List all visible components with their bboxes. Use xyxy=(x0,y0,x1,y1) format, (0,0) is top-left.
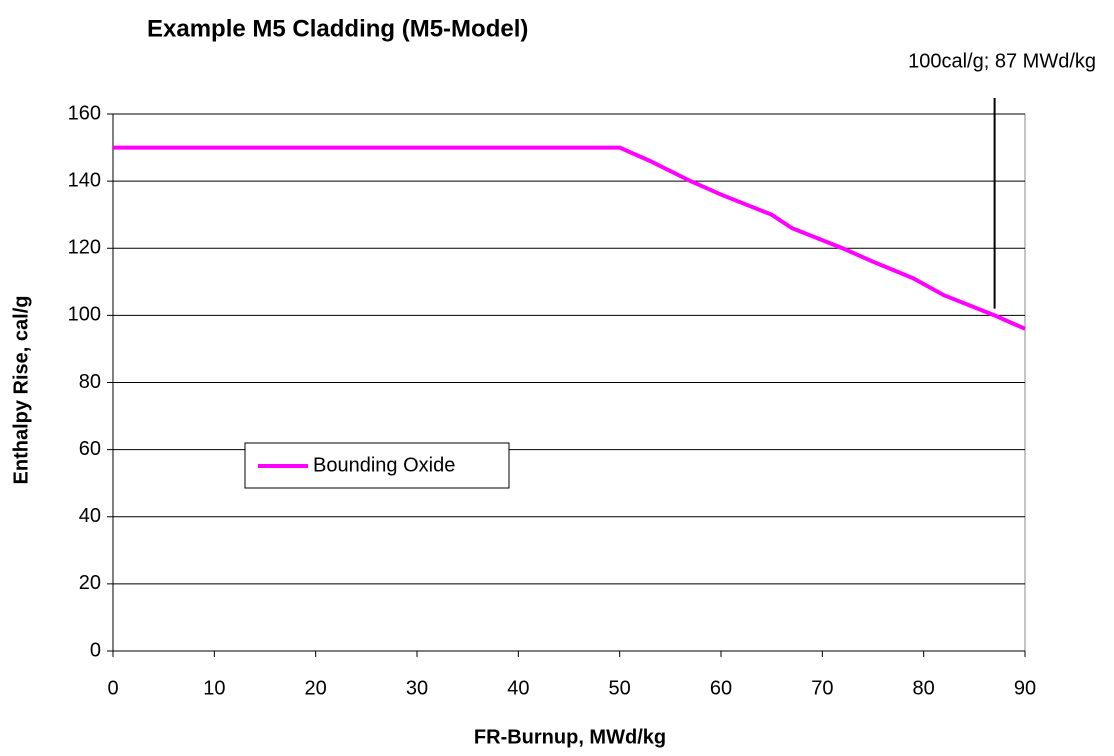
y-tick-label: 160 xyxy=(68,102,101,124)
x-tick-label: 30 xyxy=(406,677,428,699)
x-tick-label: 70 xyxy=(811,677,833,699)
y-tick-label: 140 xyxy=(68,169,101,191)
y-tick-label: 120 xyxy=(68,237,101,259)
x-tick-label: 10 xyxy=(203,677,225,699)
x-tick-label: 20 xyxy=(305,677,327,699)
y-tick-label: 100 xyxy=(68,304,101,326)
x-tick-label: 90 xyxy=(1014,677,1036,699)
x-tick-label: 50 xyxy=(609,677,631,699)
y-tick-label: 0 xyxy=(90,639,101,661)
x-tick-label: 80 xyxy=(913,677,935,699)
annotation-text: 100cal/g; 87 MWd/kg xyxy=(908,50,1096,72)
x-tick-label: 0 xyxy=(107,677,118,699)
x-tick-label: 60 xyxy=(710,677,732,699)
data-line xyxy=(113,145,1026,331)
x-tick-label: 40 xyxy=(507,677,529,699)
y-tick-label: 20 xyxy=(79,572,101,594)
y-axis-label: Enthalpy Rise, cal/g xyxy=(10,296,32,485)
legend-label: Bounding Oxide xyxy=(313,454,455,476)
chart-title: Example M5 Cladding (M5-Model) xyxy=(147,15,528,42)
y-tick-label: 40 xyxy=(79,505,101,527)
y-tick-label: 60 xyxy=(79,438,101,460)
x-axis-label: FR-Burnup, MWd/kg xyxy=(474,726,666,748)
y-tick-label: 80 xyxy=(79,371,101,393)
